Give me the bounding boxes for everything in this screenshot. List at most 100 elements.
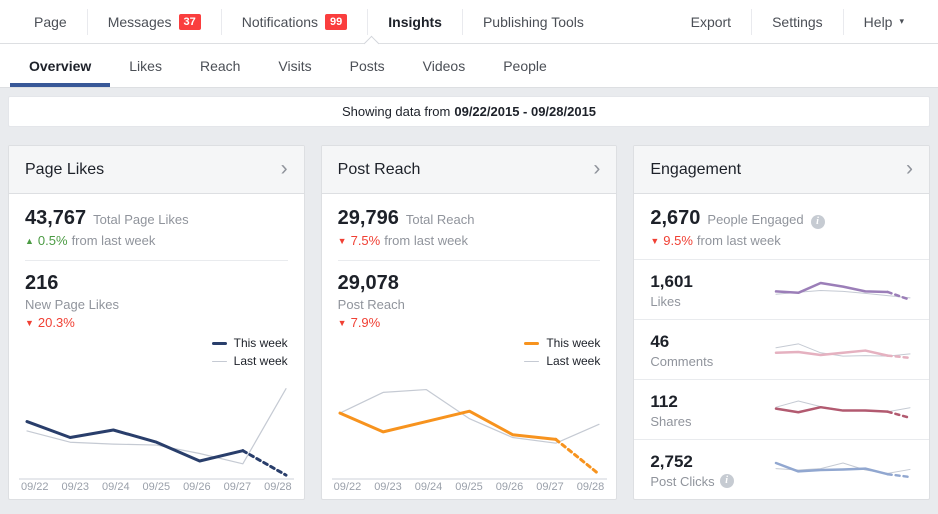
people-engaged-value: 2,670	[650, 207, 701, 229]
likes-sparkline-chart	[773, 273, 913, 307]
help-menu-button[interactable]: Help ▾	[842, 8, 924, 35]
x-axis-tick-label: 09/26	[495, 481, 524, 493]
post-clicks-sparkline-chart	[773, 453, 913, 487]
post-reach-card-header[interactable]: Post Reach ›	[321, 146, 617, 194]
tab-overview[interactable]: Overview	[10, 44, 111, 87]
engagement-row-shares: 112 Shares	[634, 379, 930, 439]
post-reach-title: Post Reach	[337, 160, 421, 178]
comments-sparkline-chart	[773, 333, 913, 367]
nav-item-notifications[interactable]: Notifications 99	[220, 8, 368, 35]
likes-label: Likes	[650, 293, 681, 309]
legend-this-week: This week	[524, 336, 600, 350]
legend-this-week-label: This week	[546, 336, 601, 350]
comments-value: 46	[650, 331, 670, 351]
last-week-swatch-icon	[524, 360, 540, 362]
legend-this-week-label: This week	[233, 336, 288, 350]
total-page-likes-delta: ▲ 0.5% from last week	[25, 233, 288, 248]
shares-label: Shares	[650, 413, 692, 429]
delta-percent: 7.9%	[350, 315, 381, 330]
post-reach-chart-block: This week Last week 09/22 09/23 09/24 09/25…	[322, 336, 617, 499]
x-axis-tick-label: 09/22	[21, 481, 49, 493]
total-page-likes-value: 43,767	[25, 207, 87, 229]
x-axis-tick-label: 09/26	[183, 481, 211, 493]
nav-messages-label: Messages	[107, 13, 172, 30]
stat-divider	[337, 260, 601, 261]
post-reach-label: Post Reach	[337, 297, 405, 312]
nav-item-page[interactable]: Page	[14, 9, 87, 35]
new-page-likes-delta: ▼ 20.3%	[25, 315, 288, 330]
page-likes-legend: This week Last week	[9, 336, 304, 368]
post-reach-body: 29,796 Total Reach ▼ 7.5% from last week…	[322, 194, 617, 499]
banner-date-range: 09/22/2015 - 09/28/2015	[454, 104, 597, 119]
delta-suffix: from last week	[696, 233, 781, 248]
nav-page-label: Page	[34, 13, 67, 30]
caret-down-icon: ▾	[899, 16, 904, 26]
engagement-title: Engagement	[650, 160, 742, 178]
tab-people[interactable]: People	[503, 57, 547, 74]
nav-item-insights[interactable]: Insights	[367, 8, 462, 35]
tab-reach[interactable]: Reach	[199, 57, 241, 74]
x-axis-tick-label: 09/28	[264, 481, 292, 493]
post-clicks-label-text: Post Clicks	[650, 473, 715, 489]
nav-item-publishing-tools[interactable]: Publishing Tools	[461, 8, 604, 35]
chevron-right-icon: ›	[593, 156, 601, 180]
total-reach-value: 29,796	[337, 207, 399, 229]
engagement-card: Engagement › 2,670 People Engaged i ▼ 9.…	[633, 145, 931, 500]
chevron-right-icon: ›	[906, 156, 914, 180]
x-axis-tick-label: 09/25	[142, 481, 171, 493]
arrow-down-icon: ▼	[337, 235, 347, 246]
messages-count-badge: 37	[178, 13, 201, 30]
tab-likes[interactable]: Likes	[129, 57, 162, 74]
top-nav-right: Export Settings Help ▾	[671, 0, 924, 43]
x-axis-tick-label: 09/24	[414, 481, 443, 493]
export-button[interactable]: Export	[671, 9, 751, 35]
post-reach-value: 29,078	[337, 272, 399, 294]
engagement-body: 2,670 People Engaged i ▼ 9.5% from last …	[634, 194, 930, 499]
x-axis-tick-label: 09/28	[576, 481, 605, 493]
notifications-count-badge: 99	[325, 13, 348, 30]
engagement-row-post-clicks: 2,752 Post Clicks i	[634, 439, 930, 499]
people-engaged-label: People Engaged	[707, 212, 804, 227]
comments-label: Comments	[650, 353, 714, 369]
page-likes-line-chart	[19, 380, 294, 480]
this-week-swatch-icon	[524, 341, 540, 345]
settings-label: Settings	[772, 13, 823, 30]
arrow-down-icon: ▼	[650, 235, 660, 246]
page-likes-chart-block: This week Last week 09/22 09/23 09/24 09/25…	[9, 336, 304, 499]
x-axis-tick-label: 09/24	[102, 481, 130, 493]
nav-item-messages[interactable]: Messages 37	[86, 8, 221, 35]
new-page-likes-value: 216	[25, 272, 59, 294]
page-likes-card-header[interactable]: Page Likes ›	[9, 146, 304, 194]
post-reach-x-axis-labels: 09/22 09/23 09/24 09/25 09/26 09/27 09/28	[334, 481, 605, 493]
new-page-likes-label: New Page Likes	[25, 297, 119, 312]
x-axis-tick-label: 09/22	[333, 481, 362, 493]
x-axis-tick-label: 09/27	[536, 481, 564, 493]
legend-last-week-label: Last week	[233, 354, 288, 368]
info-icon[interactable]: i	[719, 474, 734, 488]
tab-videos[interactable]: Videos	[422, 57, 466, 74]
tab-posts[interactable]: Posts	[349, 57, 385, 74]
x-axis-tick-label: 09/23	[61, 481, 90, 493]
x-axis-tick-label: 09/23	[374, 481, 402, 493]
post-clicks-label: Post Clicks i	[650, 473, 734, 489]
people-engaged-delta: ▼ 9.5% from last week	[650, 233, 913, 248]
engagement-card-header[interactable]: Engagement ›	[634, 146, 930, 194]
total-reach-delta: ▼ 7.5% from last week	[338, 233, 601, 248]
post-reach-line-chart	[331, 380, 607, 480]
settings-button[interactable]: Settings	[751, 8, 843, 35]
nav-publishing-tools-label: Publishing Tools	[482, 13, 584, 30]
overview-cards: Page Likes › 43,767 Total Page Likes ▲ 0…	[8, 145, 931, 500]
engagement-row-likes: 1,601 Likes	[634, 259, 930, 319]
export-label: Export	[690, 13, 732, 30]
shares-value: 112	[650, 391, 678, 411]
arrow-down-icon: ▼	[25, 317, 34, 328]
info-icon[interactable]: i	[810, 215, 825, 229]
delta-suffix: from last week	[384, 233, 469, 248]
top-nav-left: Page Messages 37 Notifications 99 Insigh…	[14, 0, 604, 43]
delta-suffix: from last week	[71, 233, 156, 248]
post-reach-card: Post Reach › 29,796 Total Reach ▼ 7.5% f…	[320, 145, 618, 500]
total-reach-label: Total Reach	[405, 212, 475, 227]
page-likes-card: Page Likes › 43,767 Total Page Likes ▲ 0…	[8, 145, 305, 500]
tab-visits[interactable]: Visits	[278, 57, 312, 74]
arrow-up-icon: ▲	[25, 235, 34, 246]
